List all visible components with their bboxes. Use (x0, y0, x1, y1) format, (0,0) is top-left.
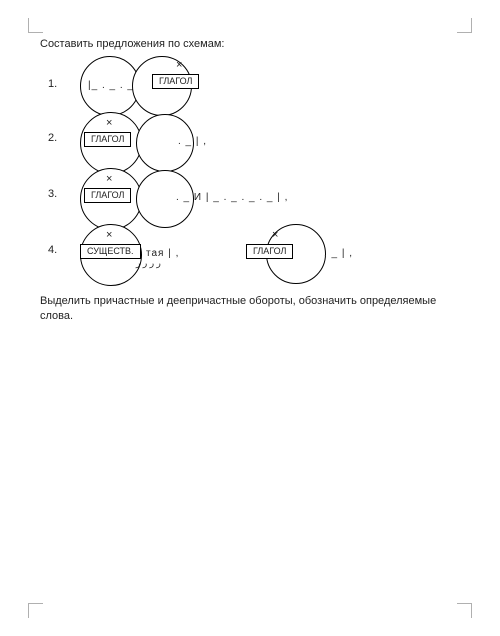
cross-icon: × (106, 174, 112, 185)
page-title: Составить предложения по схемам: (40, 38, 460, 50)
pattern-right: . _ | , (324, 248, 353, 259)
crop-mark-tl (28, 18, 43, 33)
row-number: 2. (48, 132, 57, 144)
cross-icon: × (106, 118, 112, 129)
pattern-back: . _ И | _ . _ . _ . _ | , (176, 192, 288, 203)
row-number: 1. (48, 78, 57, 90)
crop-mark-tr (457, 18, 472, 33)
schema-rows: 1. |_ . _ . _ × ГЛАГОЛ 2. × ГЛАГОЛ . _ |… (40, 54, 460, 314)
crop-mark-br (457, 603, 472, 618)
schema-row: 4. × СУЩЕСТВ. тая | , ر ر ر ر × ГЛАГОЛ .… (40, 220, 460, 280)
row-number: 3. (48, 188, 57, 200)
schema-row: 2. × ГЛАГОЛ . _ | , (40, 108, 460, 168)
crop-mark-bl (28, 603, 43, 618)
cross-icon: × (176, 60, 182, 71)
pos-box: ГЛАГОЛ (246, 244, 293, 259)
pattern-front: |_ . _ . _ (88, 80, 134, 91)
squiggle-pattern: ر ر ر ر (136, 258, 161, 269)
pos-box: ГЛАГОЛ (84, 188, 131, 203)
pattern-back: . _ | , (178, 136, 207, 147)
row-number: 4. (48, 244, 57, 256)
pos-box: СУЩЕСТВ. (80, 244, 141, 259)
pos-box: ГЛАГОЛ (152, 74, 199, 89)
cross-icon: × (272, 230, 278, 241)
schema-row: 1. |_ . _ . _ × ГЛАГОЛ (40, 54, 460, 114)
pos-box: ГЛАГОЛ (84, 132, 131, 147)
schema-row: 3. × ГЛАГОЛ . _ И | _ . _ . _ . _ | , (40, 164, 460, 224)
cross-icon: × (106, 230, 112, 241)
